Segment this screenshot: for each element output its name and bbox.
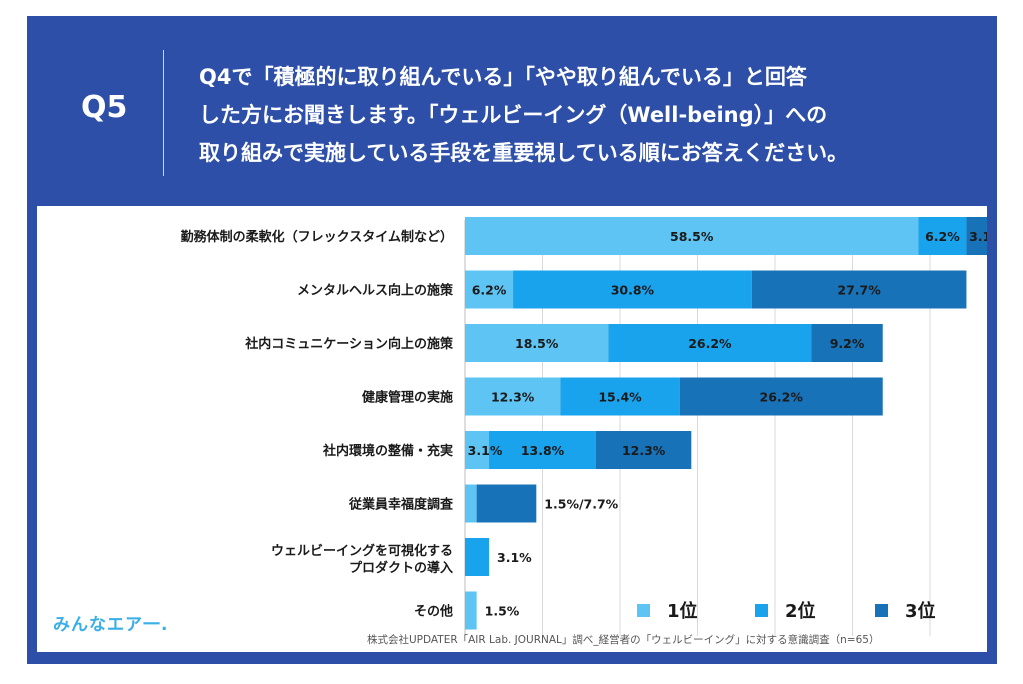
stacked-bar-chart: 勤務体制の柔軟化（フレックスタイム制など） 58.5% 6.2% 3.1% メンタルヘル… bbox=[181, 217, 987, 636]
legend-label: 1位 bbox=[667, 600, 698, 622]
question-header: Q5 Q4で「積極的に取り組んでいる」「やや取り組んでいる」と回答 した方にお聞… bbox=[27, 16, 997, 206]
legend-label: 2位 bbox=[785, 600, 816, 622]
data-label: 15.4% bbox=[598, 390, 642, 405]
question-line: Q4で「積極的に取り組んでいる」「やや取り組んでいる」と回答 bbox=[199, 65, 807, 89]
legend-swatch bbox=[637, 604, 650, 617]
data-label: 12.3% bbox=[622, 443, 666, 458]
data-label: 27.7% bbox=[837, 283, 881, 298]
bar-segment bbox=[476, 484, 537, 523]
legend-swatch bbox=[755, 604, 768, 617]
data-label: 6.2% bbox=[925, 229, 960, 244]
bar-segment bbox=[465, 538, 490, 576]
category-label: ウェルビーイングを可視化するプロダクトの導入 bbox=[271, 543, 453, 576]
question-line: した方にお聞きします。「ウェルビーイング（Well-being）」への bbox=[199, 103, 828, 127]
source-note: 株式会社UPDATER「AIR Lab. JOURNAL」調べ_経営者の「ウェル… bbox=[367, 634, 880, 646]
bar-segment bbox=[465, 431, 490, 469]
bar-segment bbox=[465, 377, 561, 416]
data-label: 3.1% bbox=[468, 443, 503, 458]
category-label: その他 bbox=[414, 604, 453, 620]
bar-segment bbox=[465, 591, 477, 630]
bar-segment bbox=[595, 431, 692, 469]
brand-logo: みんなエア一. bbox=[53, 615, 169, 635]
bar-segment bbox=[465, 270, 514, 309]
bar-segment bbox=[751, 270, 967, 309]
bar-segment bbox=[513, 270, 752, 309]
data-label: 1.5%/7.7% bbox=[544, 497, 618, 512]
data-label: 6.2% bbox=[472, 283, 507, 298]
data-label: 13.8% bbox=[521, 443, 565, 458]
question-line: 取り組みで実施している手段を重要視している順にお答えください。 bbox=[199, 141, 849, 165]
chart-panel: 勤務体制の柔軟化（フレックスタイム制など） 58.5% 6.2% 3.1% メンタルヘル… bbox=[37, 206, 987, 652]
data-label: 9.2% bbox=[830, 336, 865, 351]
data-label: 3.1% bbox=[497, 550, 532, 565]
category-label: 従業員幸福度調査 bbox=[348, 497, 454, 513]
category-label: 社内環境の整備・充実 bbox=[322, 443, 453, 459]
data-label: 1.5% bbox=[485, 604, 520, 619]
bar-segment bbox=[679, 377, 883, 416]
bar-segment bbox=[811, 324, 883, 362]
legend-label: 3位 bbox=[905, 600, 936, 622]
bar-segment bbox=[966, 217, 987, 255]
bar-segment bbox=[489, 431, 596, 469]
question-number: Q5 bbox=[81, 90, 128, 125]
category-label: 勤務体制の柔軟化（フレックスタイム制など） bbox=[181, 229, 453, 245]
data-label: 3.1% bbox=[969, 229, 987, 244]
category-label: 社内コミュニケーション向上の施策 bbox=[244, 336, 454, 352]
data-label: 26.2% bbox=[688, 336, 732, 351]
bar-segment bbox=[465, 217, 919, 255]
bar-segment bbox=[465, 324, 609, 362]
data-label: 12.3% bbox=[491, 390, 535, 405]
data-label: 26.2% bbox=[760, 390, 804, 405]
bar-segment bbox=[608, 324, 812, 362]
bar-segment bbox=[560, 377, 680, 416]
category-label: 健康管理の実施 bbox=[362, 390, 453, 406]
header-divider bbox=[163, 50, 164, 176]
chart-frame: Q5 Q4で「積極的に取り組んでいる」「やや取り組んでいる」と回答 した方にお聞… bbox=[27, 16, 997, 664]
question-text: Q4で「積極的に取り組んでいる」「やや取り組んでいる」と回答 した方にお聞きしま… bbox=[199, 58, 979, 172]
data-label: 18.5% bbox=[515, 336, 559, 351]
bar-segment bbox=[465, 484, 477, 523]
category-label: メンタルヘルス向上の施策 bbox=[297, 283, 454, 299]
bar-segment bbox=[918, 217, 967, 255]
data-label: 30.8% bbox=[611, 283, 655, 298]
legend-swatch bbox=[875, 604, 888, 617]
data-label: 58.5% bbox=[670, 229, 714, 244]
